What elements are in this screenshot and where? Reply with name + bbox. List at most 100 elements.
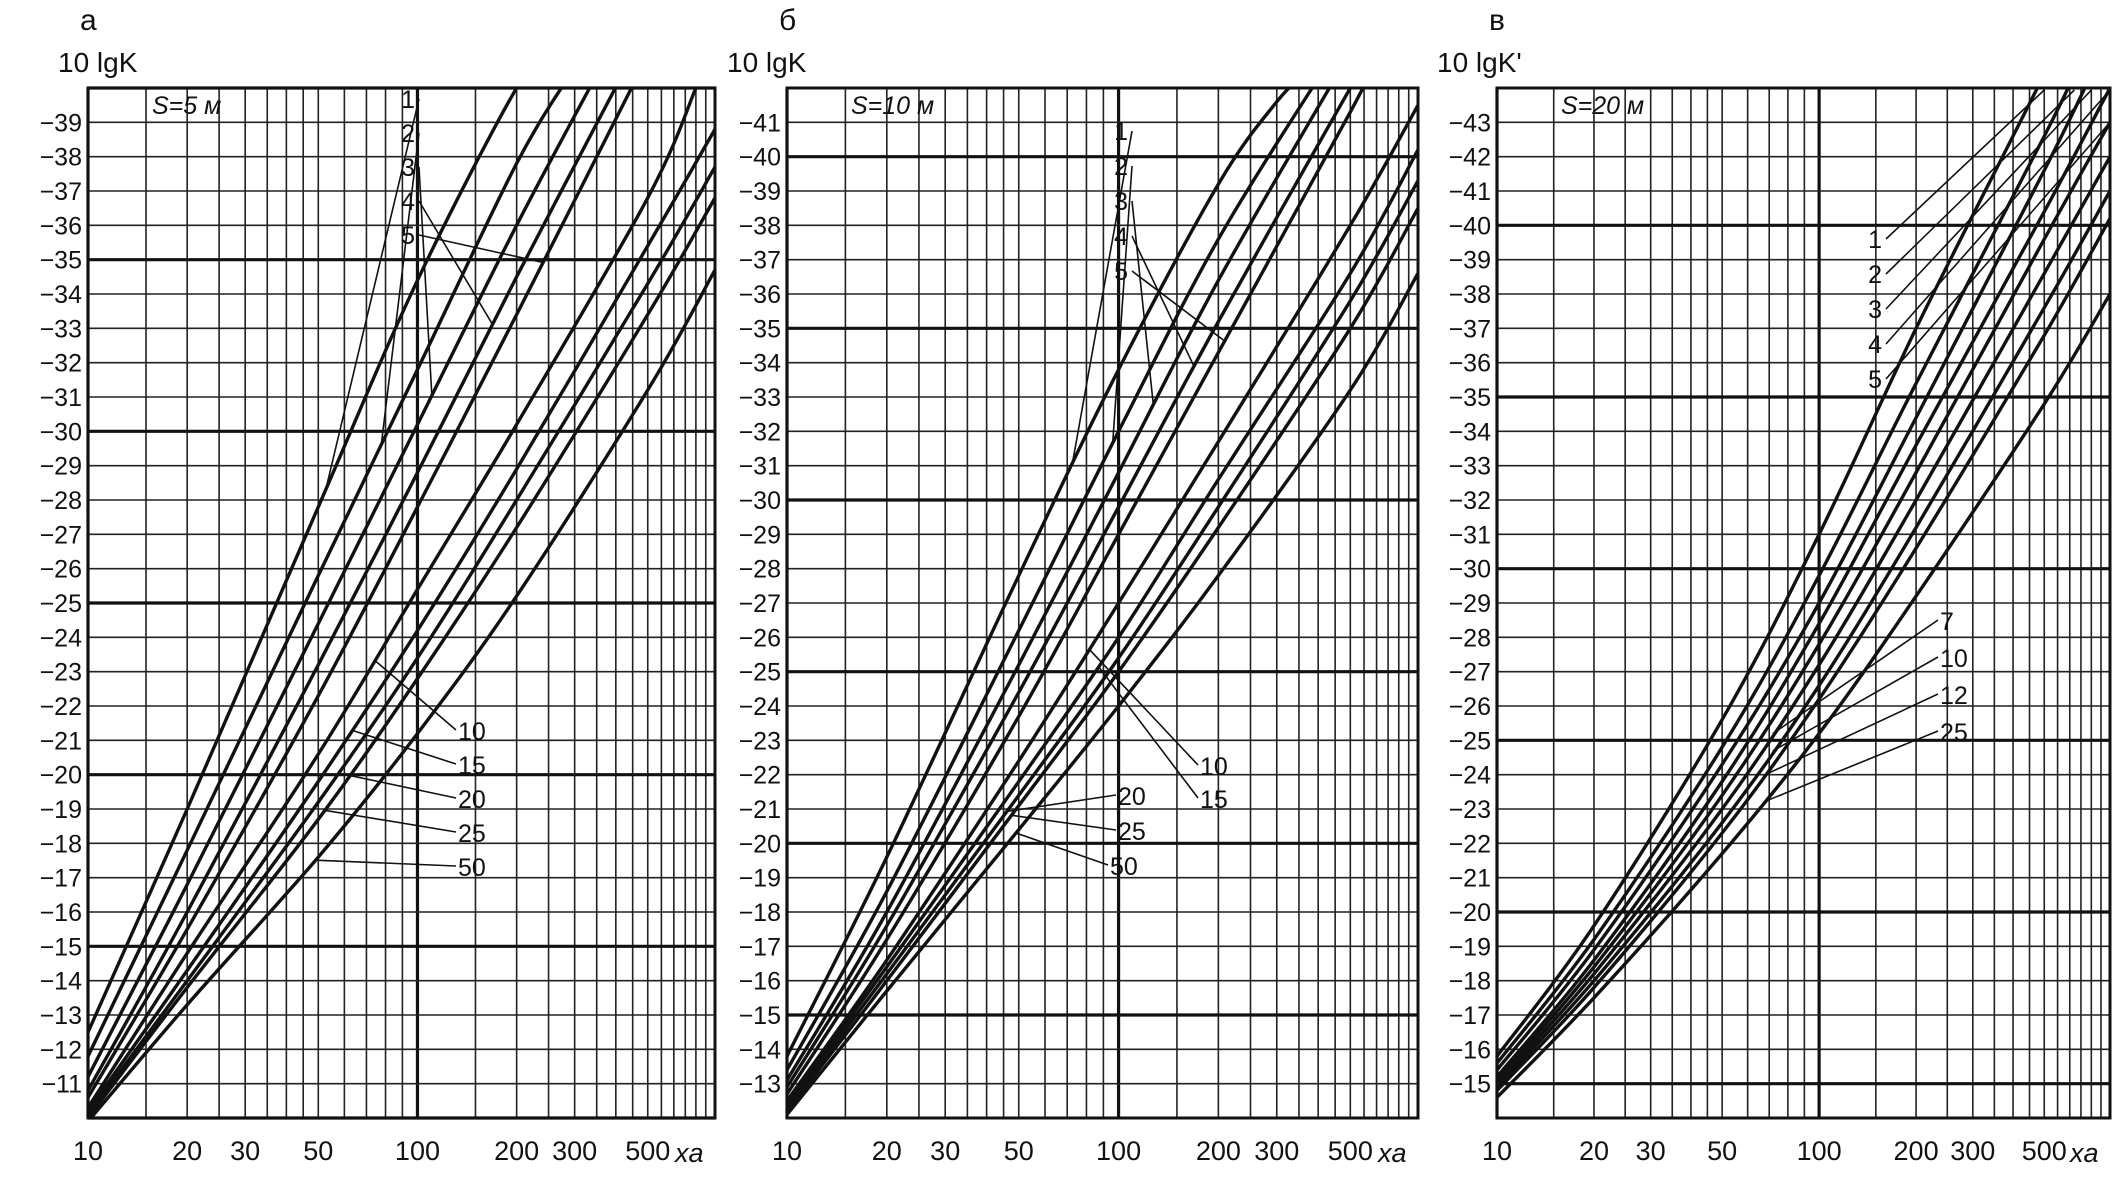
- y-tick-label: −31: [40, 384, 82, 412]
- leader-line: [1071, 130, 1133, 466]
- y-grid: [1497, 87, 2110, 1119]
- leader-line: [418, 234, 544, 264]
- y-tick-label: −22: [40, 693, 82, 721]
- y-tick-label: −12: [40, 1036, 82, 1064]
- leader-line: [1131, 235, 1195, 367]
- series-line-2: [88, 88, 564, 1057]
- leader-line: [1097, 665, 1199, 799]
- y-tick-label: −20: [739, 830, 781, 858]
- y-tick-label: −16: [739, 968, 781, 996]
- x-tick-label: 20: [172, 1136, 202, 1166]
- y-tick-label: −35: [40, 247, 82, 275]
- y-tick-label: −36: [40, 212, 82, 240]
- series-label-15: 15: [1200, 786, 1228, 814]
- x-axis-label: xa: [673, 1138, 704, 1168]
- chart-panel-2: б 10 lgK −13 −14 −15 −16 −17 −18 −19 −20 −21 −22 −23…: [727, 4, 1420, 1168]
- y-tick-label: −38: [40, 144, 82, 172]
- series-label-5: 5: [1114, 258, 1128, 286]
- x-tick-label: 10: [772, 1136, 802, 1166]
- y-tick-label: −24: [40, 624, 83, 652]
- x-tick-label: 500: [1328, 1136, 1373, 1166]
- y-tick-label: −18: [40, 830, 82, 858]
- series-label-1: 1: [1114, 118, 1128, 146]
- curve-labels: 1 2 3 4 5 10 15 20 25 50: [315, 86, 544, 882]
- series-line-1: [88, 88, 519, 1033]
- x-tick-label: 100: [1096, 1136, 1141, 1166]
- leader-line: [380, 132, 420, 445]
- y-tick-label: −23: [739, 727, 781, 755]
- y-tick-label: −28: [1449, 624, 1491, 652]
- series-label-15: 15: [458, 752, 486, 780]
- y-tick-label: −15: [40, 933, 82, 961]
- panel-letter: в: [1489, 4, 1505, 37]
- y-tick-label: −29: [40, 453, 82, 481]
- x-tick-labels: 10 20 30 50 100 200 300 500: [1482, 1136, 2067, 1166]
- y-tick-label: −33: [739, 384, 781, 412]
- leader-line: [1011, 814, 1117, 831]
- leader-line: [338, 772, 457, 799]
- series-curves: [1497, 88, 2110, 1099]
- y-tick-label: −28: [739, 556, 781, 584]
- y-tick-label: −22: [1449, 830, 1491, 858]
- series-label-50: 50: [458, 854, 486, 882]
- x-tick-label: 20: [1579, 1136, 1609, 1166]
- series-line-5: [787, 88, 1365, 1095]
- y-tick-label: −15: [739, 1002, 781, 1030]
- y-tick-label: −41: [1449, 178, 1491, 206]
- plot-frame: [86, 86, 717, 1120]
- y-tick-label: −38: [739, 212, 781, 240]
- leader-line: [1885, 89, 2045, 240]
- y-tick-label: −40: [1449, 212, 1491, 240]
- x-tick-label: 50: [303, 1136, 333, 1166]
- leader-line: [315, 859, 457, 867]
- panels: а 10 lgK −11 −12 −13 −14 −15 −16 −17 −18 −19 −20 −21…: [40, 4, 2112, 1168]
- chart-panel-1: а 10 lgK −11 −12 −13 −14 −15 −16 −17 −18 −19 −20 −21…: [40, 4, 717, 1168]
- y-tick-label: −30: [1449, 556, 1491, 584]
- series-label-10: 10: [458, 718, 486, 746]
- series-line-3: [1497, 88, 2087, 1071]
- series-line-50: [88, 269, 715, 1118]
- y-axis-label: 10 lgK: [58, 47, 138, 78]
- y-tick-label: −35: [739, 315, 781, 343]
- leader-line: [1015, 832, 1109, 866]
- y-tick-label: −26: [40, 556, 82, 584]
- x-tick-label: 10: [1482, 1136, 1512, 1166]
- series-line-1: [1497, 88, 2040, 1058]
- series-label-3: 3: [1868, 296, 1882, 324]
- series-line-25: [88, 197, 715, 1118]
- y-tick-label: −16: [40, 899, 82, 927]
- leader-line: [1131, 270, 1226, 342]
- leader-line: [1772, 619, 1939, 735]
- y-tick-label: −29: [1449, 590, 1491, 618]
- series-line-2: [787, 88, 1315, 1071]
- series-label-4: 4: [401, 188, 415, 216]
- series-label-4: 4: [1114, 223, 1128, 251]
- y-tick-label: −27: [739, 590, 781, 618]
- series-label-25: 25: [1118, 818, 1146, 846]
- series-line-4: [787, 88, 1352, 1088]
- y-tick-label: −28: [40, 487, 82, 515]
- y-tick-label: −39: [40, 109, 82, 137]
- series-line-5: [88, 88, 634, 1099]
- y-axis-label: 10 lgK: [727, 47, 807, 78]
- x-tick-label: 500: [625, 1136, 670, 1166]
- y-tick-label: −31: [739, 453, 781, 481]
- leader-line: [1006, 794, 1117, 813]
- x-tick-label: 200: [1196, 1136, 1241, 1166]
- leader-line: [1111, 165, 1133, 444]
- leader-line: [418, 200, 494, 325]
- x-tick-label: 50: [1707, 1136, 1737, 1166]
- x-tick-label: 100: [395, 1136, 440, 1166]
- y-tick-label: −36: [1449, 350, 1491, 378]
- leader-line: [374, 659, 457, 731]
- series-label-5: 5: [401, 222, 415, 250]
- x-axis-label: xa: [1376, 1138, 1407, 1168]
- y-tick-labels: −13 −14 −15 −16 −17 −18 −19 −20 −21 −22 −23 −24 −25 −…: [739, 109, 782, 1098]
- x-tick-label: 30: [930, 1136, 960, 1166]
- y-tick-label: −21: [1449, 865, 1491, 893]
- chart-panel-3: в 10 lgK' −15 −16 −17 −18 −19 −20 −21 −22 −23 −24 −2…: [1437, 4, 2112, 1168]
- leader-line: [1763, 693, 1939, 777]
- y-tick-label: −41: [739, 109, 781, 137]
- x-tick-label: 50: [1004, 1136, 1034, 1166]
- parameter-label: S=10 м: [851, 92, 934, 120]
